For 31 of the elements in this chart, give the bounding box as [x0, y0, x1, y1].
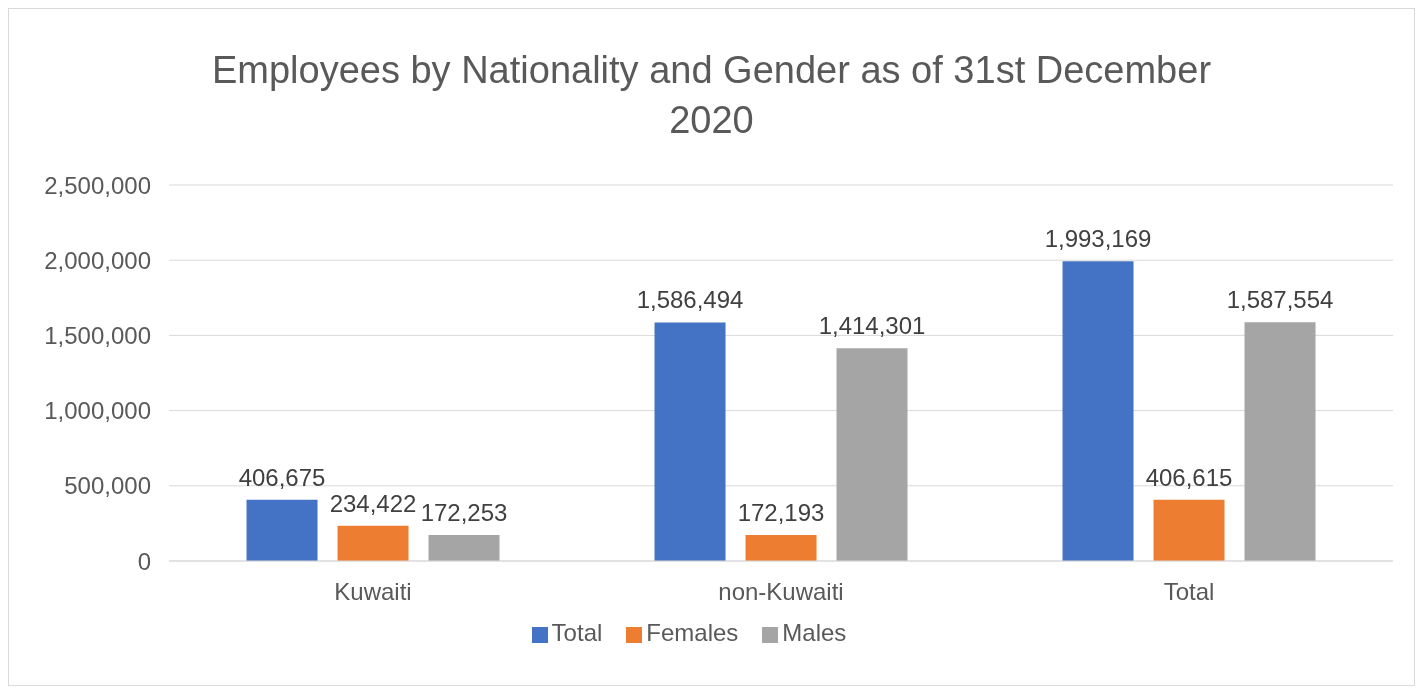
data-label: 1,587,554 — [1226, 286, 1334, 314]
legend-label: Females — [646, 619, 739, 646]
data-label: 172,253 — [420, 499, 508, 527]
data-label: 1,586,494 — [636, 286, 744, 314]
legend-label: Total — [551, 619, 603, 646]
x-tick-label: Kuwaiti — [334, 578, 412, 606]
bar — [246, 499, 318, 561]
y-tick-label: 2,500,000 — [44, 171, 151, 199]
y-tick-label: 1,000,000 — [44, 397, 151, 425]
bar — [1062, 261, 1134, 561]
bar — [428, 535, 500, 561]
data-label: 406,615 — [1145, 463, 1233, 491]
chart-title: Employees by Nationality and Gender as of 31st December 2020 — [210, 48, 1213, 143]
data-label: 1,414,301 — [818, 312, 926, 340]
data-label: 406,675 — [238, 463, 326, 491]
y-tick-label: 0 — [137, 547, 151, 575]
data-label: 234,422 — [329, 489, 417, 517]
data-label: 1,993,169 — [1044, 225, 1152, 253]
bar — [654, 322, 726, 561]
y-tick-label: 500,000 — [64, 472, 151, 500]
data-label: 172,193 — [737, 499, 825, 527]
bar — [1153, 499, 1225, 561]
x-tick-label: non-Kuwaiti — [718, 578, 844, 606]
bar — [337, 525, 409, 561]
bar — [1244, 322, 1316, 561]
x-tick-label: Total — [1163, 578, 1215, 606]
y-tick-label: 1,500,000 — [44, 321, 151, 349]
legend-label: Males — [782, 619, 847, 646]
bar — [745, 535, 817, 561]
bar — [836, 348, 908, 561]
y-tick-label: 2,000,000 — [44, 246, 151, 274]
